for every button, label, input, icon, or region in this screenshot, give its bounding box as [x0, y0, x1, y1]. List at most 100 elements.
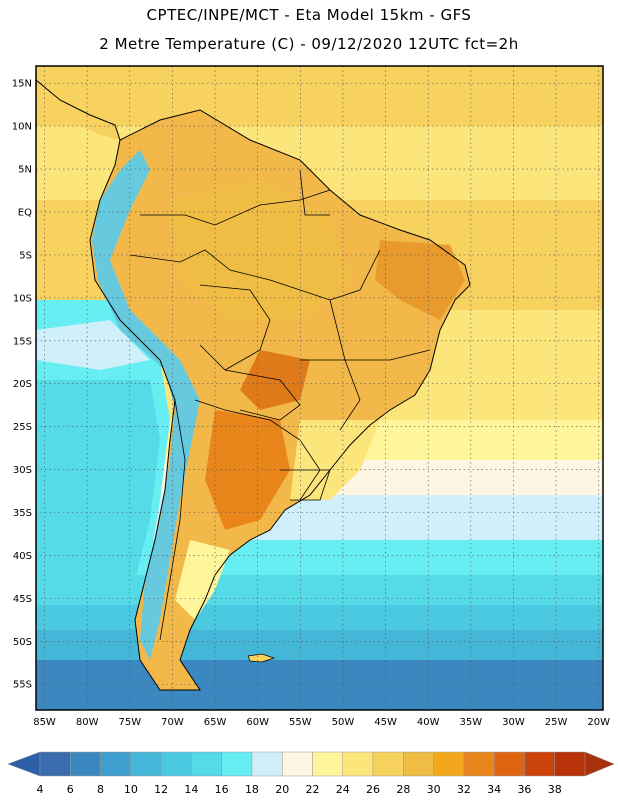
colorbar-label: 36 — [517, 783, 531, 796]
border-peru-brazil — [129, 249, 271, 281]
colorbar-swatch — [191, 751, 222, 777]
colorbar-label: 4 — [37, 783, 44, 796]
colorbar-swatch — [221, 751, 253, 777]
colorbar-low-arrow — [7, 751, 41, 777]
colorbar-label: 34 — [487, 783, 501, 796]
lon-tick-label: 55W — [289, 717, 312, 728]
colorbar-label: 16 — [215, 783, 229, 796]
title-line-2: 2 Metre Temperature (C) - 09/12/2020 12U… — [99, 35, 519, 53]
lon-tick-label: 65W — [204, 717, 227, 728]
colorbar-swatch — [70, 751, 101, 777]
lat-tick-label: 30S — [13, 465, 32, 476]
lat-tick-label: 20S — [13, 379, 32, 390]
colorbar-label: 38 — [548, 783, 562, 796]
colorbar-swatch — [372, 751, 404, 777]
colorbar-label: 32 — [457, 783, 471, 796]
colorbar-swatch — [312, 751, 344, 777]
longitude-labels: 85W 80W 75W 70W 65W 60W 55W 50W 45W 40W 35W 30W 25W 2… — [33, 717, 610, 728]
lat-tick-label: 50S — [13, 637, 32, 648]
colorbar-swatch — [251, 751, 283, 777]
colorbar-swatch — [281, 751, 313, 777]
chaco-pampas-hot — [205, 410, 290, 530]
border-argentina-north — [194, 399, 321, 501]
colorbar-label: 10 — [124, 783, 138, 796]
lon-tick-label: 80W — [76, 717, 99, 728]
title-line-1: CPTEC/INPE/MCT - Eta Model 15km - GFS — [146, 6, 472, 24]
border-guianas — [299, 169, 330, 216]
colorbar-high-arrow — [584, 751, 615, 777]
lon-tick-label: 75W — [118, 717, 141, 728]
latitude-labels: 15N 10N 5N EQ 5S 10S 15S 20S 25S 30S 35S 40S 45S 50S 5… — [12, 79, 32, 691]
colorbar-label: 12 — [154, 783, 168, 796]
border-uruguay — [280, 469, 331, 501]
lat-tick-label: 10N — [12, 122, 32, 133]
colorbar-label: 8 — [97, 783, 104, 796]
patagonia-mild — [175, 540, 230, 620]
lon-tick-label: 25W — [545, 717, 568, 728]
map-field — [36, 66, 603, 710]
colorbar-label: 18 — [245, 783, 259, 796]
lon-tick-label: 60W — [246, 717, 269, 728]
map-frame — [35, 65, 604, 711]
colorbar-swatch — [524, 751, 555, 777]
border-brazil-states-3 — [300, 359, 361, 431]
border-chile-argentina — [159, 399, 186, 641]
border-brazil-states-1 — [269, 249, 381, 301]
colorbar-labels: 4 6 8 10 12 14 16 18 20 22 24 26 28 30 32 34 36 38 — [37, 783, 562, 796]
pacific-cold-water — [36, 380, 160, 600]
colorbar-label: 24 — [336, 783, 350, 796]
lon-tick-label: 70W — [161, 717, 184, 728]
colorbar-label: 14 — [184, 783, 198, 796]
country-borders — [129, 169, 431, 641]
lat-tick-label: 5N — [18, 165, 32, 176]
colorbar-label: 28 — [396, 783, 410, 796]
lat-tick-label: 25S — [13, 422, 32, 433]
lat-tick-label: 5S — [19, 250, 32, 261]
lon-tick-label: 20W — [587, 717, 610, 728]
lat-tick-label: EQ — [18, 207, 32, 218]
andes-cold-strip — [92, 150, 200, 660]
colorbar-swatch — [493, 751, 525, 777]
lon-tick-label: 30W — [502, 717, 525, 728]
lat-tick-label: 35S — [13, 508, 32, 519]
lon-tick-label: 35W — [460, 717, 483, 728]
colorbar-swatch — [160, 751, 192, 777]
central-america-land — [36, 80, 120, 140]
colorbar-swatch — [39, 751, 71, 777]
lat-tick-label: 55S — [13, 680, 32, 691]
south-brazil-mild — [290, 420, 380, 500]
falklands-land — [247, 653, 276, 663]
colorbar-swatch — [403, 751, 434, 777]
ocean-warm-north — [36, 66, 603, 126]
lat-tick-label: 10S — [13, 293, 32, 304]
border-paraguay — [224, 369, 301, 421]
ocean-subtropical — [430, 310, 603, 420]
lat-tick-label: 45S — [13, 594, 32, 605]
lat-tick-label: 15S — [13, 336, 32, 347]
lon-tick-label: 85W — [33, 717, 56, 728]
northeast-brazil-hot — [375, 240, 465, 320]
colorbar-label: 6 — [67, 783, 74, 796]
ocean-band-10 — [36, 660, 603, 710]
colorbar-boxes — [7, 751, 615, 777]
graticule — [36, 66, 603, 710]
border-brazil-states-2 — [329, 299, 431, 361]
colorbar-label: 22 — [306, 783, 320, 796]
border-bolivia — [199, 284, 271, 371]
colorbar-swatch — [554, 751, 586, 777]
lon-tick-label: 45W — [374, 717, 397, 728]
lon-tick-label: 40W — [417, 717, 440, 728]
colorbar-label: 26 — [366, 783, 380, 796]
pacific-mild-water — [36, 320, 150, 370]
lat-tick-label: 15N — [12, 79, 32, 90]
colorbar-swatch — [342, 751, 374, 777]
coastline — [89, 109, 471, 691]
border-colombia-venezuela-brazil — [140, 189, 331, 226]
central-america-coast — [36, 79, 121, 141]
colorbar-swatch — [463, 751, 495, 777]
lon-tick-label: 50W — [332, 717, 355, 728]
colorbar-swatch — [100, 751, 132, 777]
colorbar-swatch — [130, 751, 162, 777]
